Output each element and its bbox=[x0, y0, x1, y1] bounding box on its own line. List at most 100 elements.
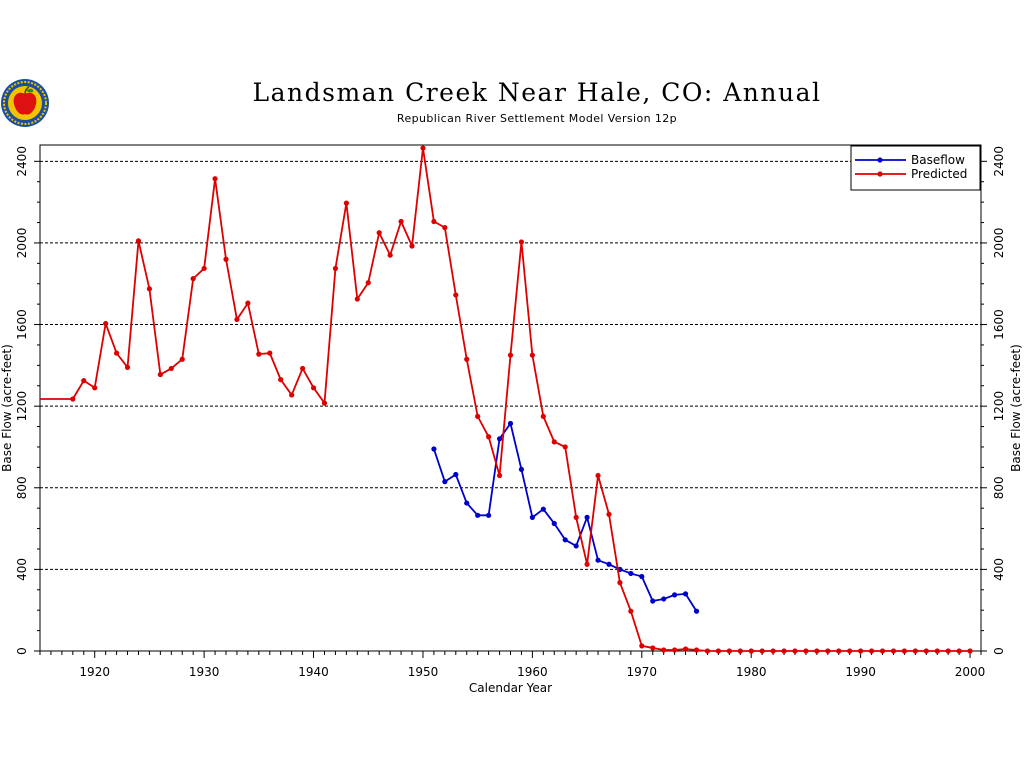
x-tick-label: 1970 bbox=[627, 665, 658, 679]
data-point-predicted bbox=[858, 648, 864, 654]
chart-title: Landsman Creek Near Hale, CO: Annual bbox=[252, 78, 822, 107]
x-axis-label: Calendar Year bbox=[469, 681, 552, 695]
x-tick-label: 1920 bbox=[79, 665, 110, 679]
data-point-baseflow bbox=[442, 479, 448, 485]
y-tick-label-left: 2000 bbox=[15, 228, 29, 259]
data-point-predicted bbox=[551, 439, 557, 445]
legend-box bbox=[850, 145, 981, 191]
y-axis-label-right: Base Flow (acre-feet) bbox=[1009, 344, 1023, 472]
data-point-predicted bbox=[135, 238, 142, 244]
y-tick-label-right: 2000 bbox=[992, 228, 1006, 259]
data-point-baseflow bbox=[464, 500, 470, 506]
data-point-predicted bbox=[398, 218, 404, 225]
data-point-predicted bbox=[234, 316, 240, 323]
data-point-baseflow bbox=[682, 591, 689, 597]
data-point-baseflow bbox=[573, 543, 579, 549]
legend-label-baseflow: Baseflow bbox=[911, 153, 965, 167]
data-point-predicted bbox=[300, 365, 306, 372]
chart-subtitle: Republican River Settlement Model Versio… bbox=[396, 112, 678, 125]
data-point-predicted bbox=[540, 413, 546, 419]
data-point-baseflow bbox=[595, 557, 601, 563]
data-point-baseflow bbox=[475, 512, 481, 518]
data-point-predicted bbox=[212, 176, 218, 182]
apple-seal-logo bbox=[0, 78, 50, 128]
data-point-predicted bbox=[803, 648, 809, 654]
data-point-predicted bbox=[825, 648, 831, 654]
data-point-predicted bbox=[70, 396, 76, 402]
data-point-predicted bbox=[748, 648, 754, 654]
data-point-predicted bbox=[737, 648, 743, 654]
data-point-predicted bbox=[890, 648, 897, 654]
y-tick-label-left: 400 bbox=[15, 558, 29, 581]
data-point-baseflow bbox=[453, 471, 459, 478]
data-point-baseflow bbox=[496, 436, 503, 442]
data-point-predicted bbox=[693, 647, 700, 653]
data-point-predicted bbox=[792, 648, 798, 654]
plot-frame bbox=[39, 144, 982, 652]
data-point-predicted bbox=[343, 200, 349, 206]
data-point-predicted bbox=[901, 648, 908, 654]
data-point-predicted bbox=[814, 648, 820, 654]
data-point-predicted bbox=[420, 145, 426, 151]
data-point-predicted bbox=[562, 444, 568, 450]
data-point-predicted bbox=[672, 647, 678, 653]
data-point-predicted bbox=[923, 648, 929, 654]
data-point-predicted bbox=[726, 648, 732, 654]
data-point-baseflow bbox=[431, 446, 437, 452]
data-point-predicted bbox=[409, 243, 415, 249]
data-point-predicted bbox=[682, 646, 689, 652]
data-point-baseflow bbox=[540, 506, 546, 512]
data-point-baseflow bbox=[650, 598, 656, 604]
data-point-predicted bbox=[168, 365, 174, 372]
data-point-predicted bbox=[431, 218, 437, 225]
data-point-predicted bbox=[124, 364, 131, 370]
data-point-predicted bbox=[529, 352, 535, 358]
data-point-baseflow bbox=[584, 514, 590, 520]
data-point-predicted bbox=[868, 648, 875, 654]
data-point-predicted bbox=[967, 648, 973, 654]
data-point-baseflow bbox=[606, 561, 612, 567]
data-point-baseflow bbox=[661, 596, 667, 602]
data-point-predicted bbox=[354, 296, 360, 302]
y-axis-label-left: Base Flow (acre-feet) bbox=[0, 344, 14, 472]
data-point-predicted bbox=[518, 239, 525, 245]
data-point-predicted bbox=[956, 648, 962, 654]
data-point-predicted bbox=[256, 351, 262, 357]
series-baseflow bbox=[431, 420, 700, 614]
data-point-predicted bbox=[507, 352, 514, 358]
data-point-predicted bbox=[661, 647, 667, 653]
data-point-predicted bbox=[113, 350, 120, 356]
data-point-predicted bbox=[847, 648, 853, 654]
data-point-predicted bbox=[278, 377, 284, 383]
data-point-predicted bbox=[496, 472, 503, 479]
x-tick-label: 1990 bbox=[845, 665, 876, 679]
series-predicted bbox=[40, 145, 973, 654]
data-point-baseflow bbox=[562, 537, 568, 543]
y-tick-label-right: 0 bbox=[992, 647, 1006, 655]
x-tick-label: 2000 bbox=[955, 665, 986, 679]
data-point-predicted bbox=[453, 292, 459, 298]
data-point-predicted bbox=[486, 434, 492, 440]
data-point-predicted bbox=[310, 385, 317, 391]
data-point-predicted bbox=[595, 472, 601, 479]
data-point-baseflow bbox=[518, 466, 525, 473]
data-point-baseflow bbox=[507, 420, 514, 427]
x-tick-label: 1980 bbox=[736, 665, 767, 679]
data-point-predicted bbox=[387, 252, 393, 258]
data-point-predicted bbox=[759, 648, 765, 654]
data-point-predicted bbox=[179, 356, 185, 362]
x-tick-label: 1930 bbox=[189, 665, 220, 679]
legend-label-predicted: Predicted bbox=[911, 167, 967, 181]
data-point-predicted bbox=[321, 400, 328, 406]
data-point-predicted bbox=[289, 392, 295, 398]
y-tick-label-left: 800 bbox=[15, 476, 29, 499]
data-point-predicted bbox=[770, 648, 776, 654]
data-point-predicted bbox=[103, 320, 109, 327]
data-point-predicted bbox=[628, 608, 634, 614]
data-point-predicted bbox=[836, 648, 842, 654]
data-point-baseflow bbox=[639, 573, 645, 580]
data-point-predicted bbox=[704, 648, 711, 654]
data-point-predicted bbox=[92, 385, 98, 391]
